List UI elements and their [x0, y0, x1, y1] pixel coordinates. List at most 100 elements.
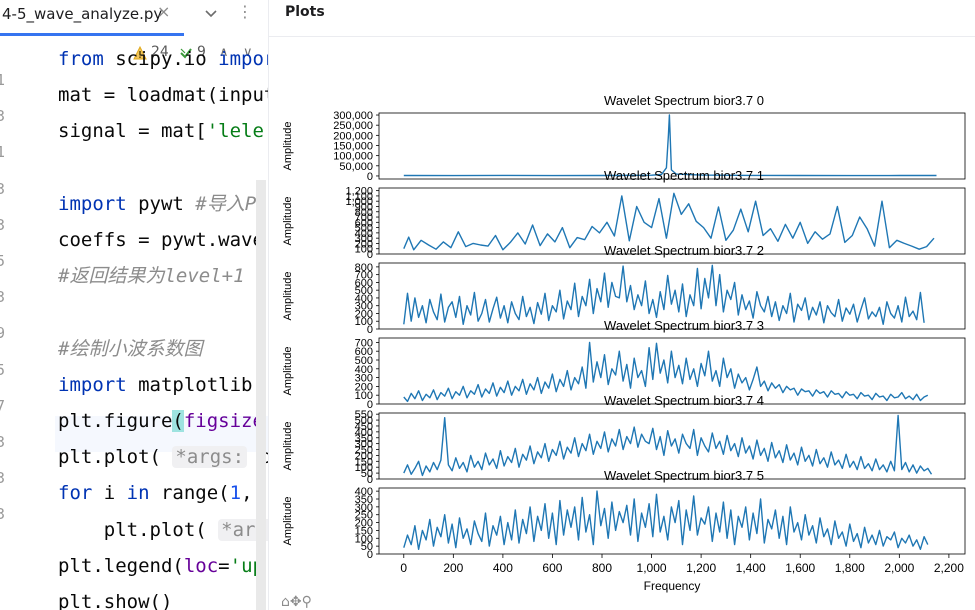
y-tick-label: 400 — [355, 427, 373, 439]
x-axis-label: Frequency — [644, 579, 701, 593]
close-icon[interactable]: × — [157, 2, 171, 21]
y-tick-label: 250 — [355, 510, 373, 522]
checkmark-icon — [180, 48, 192, 59]
warning-count: 24 — [151, 44, 169, 60]
line-number: 7 — [0, 396, 6, 415]
spectrum-series-line — [403, 192, 935, 251]
x-tick-label: 1,200 — [686, 561, 716, 575]
y-tick-label: 500 — [355, 415, 373, 427]
y-tick-label: 400 — [355, 228, 373, 240]
spectrum-series-line — [403, 414, 933, 477]
y-axis-label: Amplitude — [282, 122, 294, 171]
editor-scrollbar[interactable] — [256, 180, 266, 610]
line-number: 3 — [0, 505, 6, 524]
y-tick-label: 300 — [355, 439, 373, 451]
weak-warning-count: 9 — [197, 44, 206, 60]
y-tick-label: 50,000 — [339, 161, 373, 173]
y-tick-label: 300 — [355, 502, 373, 514]
y-tick-label: 1,100 — [345, 191, 373, 203]
subplot-title: Wavelet Spectrum bior3.7 1 — [604, 168, 764, 183]
chevron-down-icon[interactable] — [202, 4, 220, 22]
line-number-gutter: 1 3 1 3 3 5 3 9 5 7 3 3 3 — [0, 36, 55, 610]
more-options-icon[interactable]: ⋮ — [237, 2, 253, 21]
code-line[interactable]: import pywt #导入P — [58, 192, 257, 215]
line-number: 3 — [0, 433, 6, 451]
y-tick-label: 150 — [355, 456, 373, 468]
y-tick-label: 100 — [355, 390, 373, 402]
code-line[interactable]: plt.plot( *args: co — [58, 445, 268, 469]
line-number: 5 — [0, 252, 6, 270]
y-tick-label: 350 — [355, 494, 373, 506]
y-tick-label: 0 — [367, 474, 373, 486]
spectrum-series-line — [403, 264, 925, 325]
y-tick-label: 250,000 — [333, 120, 373, 132]
code-line[interactable]: #返回结果为level+1 — [58, 265, 245, 288]
subplot-frame — [378, 187, 966, 255]
spectrum-series-line — [403, 114, 937, 177]
y-tick-label: 100 — [355, 533, 373, 545]
previous-highlight-icon[interactable]: ∧ — [219, 45, 229, 60]
wavelet-spectrum-figure[interactable]: 050,000100,000150,000200,000250,000300,0… — [269, 0, 975, 610]
line-number: 5 — [0, 360, 6, 379]
y-tick-label: 1,200 — [345, 186, 373, 198]
y-tick-label: 300,000 — [333, 110, 373, 122]
subplot-frame — [378, 337, 966, 405]
y-tick-label: 400 — [355, 293, 373, 305]
code-line[interactable]: import matplotlib. — [58, 373, 264, 396]
code-line[interactable]: for i in range(1, — [58, 482, 253, 505]
y-tick-label: 250 — [355, 445, 373, 457]
y-tick-label: 150 — [355, 525, 373, 537]
x-tick-label: 800 — [592, 561, 612, 575]
y-tick-label: 300 — [355, 301, 373, 313]
y-tick-label: 0 — [367, 549, 373, 561]
subplot-title: Wavelet Spectrum bior3.7 0 — [604, 93, 764, 108]
y-tick-label: 900 — [355, 201, 373, 213]
y-tick-label: 400 — [355, 364, 373, 376]
code-line[interactable]: plt.plot( *args — [58, 518, 268, 542]
y-tick-label: 500 — [355, 285, 373, 297]
code-line[interactable]: from scipy.io import — [58, 48, 268, 70]
y-axis-label: Amplitude — [282, 197, 294, 246]
editor-tab-bar: 4-5_wave_analyze.py × ⋮ — [0, 0, 268, 36]
y-tick-label: 100,000 — [333, 151, 373, 163]
code-line[interactable]: signal = mat['lele — [58, 120, 264, 143]
y-tick-label: 100 — [355, 462, 373, 474]
next-highlight-icon[interactable]: ∨ — [243, 45, 253, 60]
file-tab[interactable]: 4-5_wave_analyze.py × — [0, 0, 184, 36]
code-line[interactable]: #绘制小波系数图 — [58, 337, 203, 360]
y-axis-label: Amplitude — [282, 272, 294, 321]
y-axis-label: Amplitude — [282, 347, 294, 396]
code-line[interactable]: plt.figure(figsize — [58, 410, 264, 432]
code-editor[interactable]: 4-5_wave_analyze.py × ⋮ 1 3 1 3 3 5 3 9 5 7 3 3 3 24… — [0, 0, 268, 610]
code-line[interactable]: coeffs = pywt.wave — [58, 229, 264, 251]
x-tick-label: 1,000 — [637, 561, 667, 575]
panel-title: Plots — [285, 4, 325, 20]
line-number: 3 — [0, 469, 6, 488]
y-tick-label: 800 — [355, 262, 373, 274]
x-tick-label: 2,200 — [934, 561, 964, 575]
y-tick-label: 0 — [367, 171, 373, 183]
y-tick-label: 100 — [355, 244, 373, 256]
y-axis-label: Amplitude — [282, 497, 294, 546]
plot-toolbar-icons[interactable]: ⌂✥⚲ — [281, 594, 312, 610]
x-tick-label: 1,800 — [835, 561, 865, 575]
code-line[interactable]: mat = loadmat(input — [58, 84, 268, 107]
subplot-title: Wavelet Spectrum bior3.7 2 — [604, 243, 764, 258]
y-tick-label: 700 — [355, 270, 373, 282]
y-tick-label: 0 — [367, 324, 373, 336]
y-tick-label: 450 — [355, 421, 373, 433]
plots-panel: Plots 0 50,000 100,000 150,000 200,000 250,00… — [268, 0, 975, 610]
x-tick-label: 600 — [542, 561, 562, 575]
x-tick-label: 400 — [493, 561, 513, 575]
y-tick-label: 200 — [355, 308, 373, 320]
y-tick-label: 300 — [355, 233, 373, 245]
code-line[interactable]: plt.legend(loc='up — [58, 554, 264, 577]
file-tab-label: 4-5_wave_analyze.py — [2, 5, 163, 23]
active-tab-indicator — [0, 33, 184, 36]
y-tick-label: 200,000 — [333, 130, 373, 142]
code-area[interactable]: from scipy.io import mat = loadmat(input s… — [0, 0, 268, 610]
line-number: 3 — [0, 288, 6, 307]
y-tick-label: 600 — [355, 277, 373, 289]
code-line[interactable]: plt.show() — [58, 591, 173, 610]
y-tick-label: 50 — [361, 541, 373, 553]
